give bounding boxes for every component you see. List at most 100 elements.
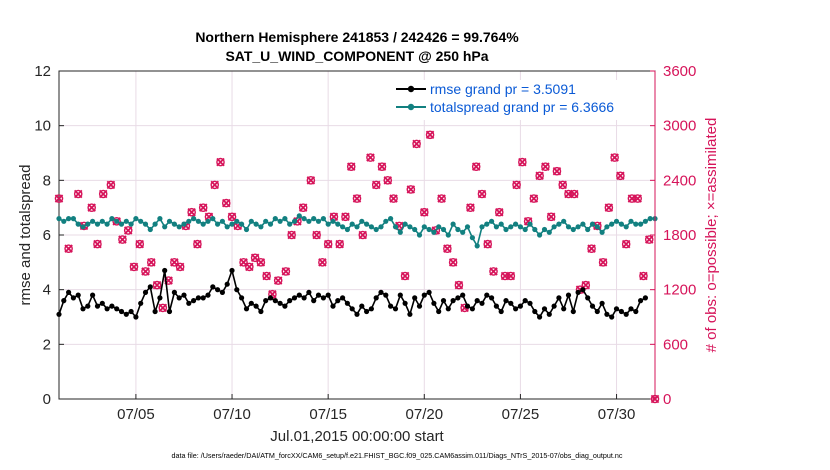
rmse-point	[455, 295, 461, 301]
obs-possible-marker	[106, 180, 116, 190]
obs-assimilated-marker	[406, 185, 416, 194]
rmse-point	[301, 295, 307, 301]
obs-possible-marker	[406, 185, 416, 194]
obs-assimilated-marker	[64, 244, 73, 253]
totalspread-point	[642, 218, 649, 224]
totalspread-point	[546, 229, 552, 235]
totalspread-point	[306, 218, 312, 224]
totalspread-point	[575, 224, 581, 230]
rmse-point	[407, 311, 413, 317]
obs-assimilated-marker	[412, 139, 421, 149]
x-axis-label: Jul.01,2015 00:00:00 start	[270, 428, 444, 445]
totalspread-point	[532, 226, 538, 233]
obs-assimilated-marker	[448, 258, 458, 267]
rmse-point	[229, 267, 235, 274]
obs-assimilated-marker	[135, 239, 144, 249]
obs-assimilated-marker	[621, 239, 631, 249]
obs-possible-marker	[129, 262, 139, 272]
totalspread-point	[440, 226, 447, 233]
totalspread-point	[70, 216, 76, 222]
obs-possible-marker	[273, 276, 283, 285]
rmse-point	[561, 306, 567, 312]
totalspread-point	[541, 226, 548, 233]
totalspread-point	[604, 224, 610, 230]
rmse-point	[464, 303, 471, 309]
totalspread-point	[561, 218, 567, 224]
obs-possible-marker	[198, 203, 208, 212]
obs-possible-marker	[639, 271, 648, 281]
obs-possible-marker	[335, 239, 344, 249]
rmse-point	[609, 314, 615, 320]
obs-possible-marker	[535, 171, 544, 181]
obs-assimilated-marker	[346, 162, 356, 171]
totalspread-point	[258, 224, 264, 230]
totalspread-point	[80, 224, 86, 230]
obs-possible-marker	[389, 194, 398, 203]
obs-assimilated-marker	[152, 280, 162, 290]
y-left-tick-label: 12	[34, 63, 51, 80]
rmse-point	[118, 308, 125, 315]
rmse-point	[296, 292, 302, 298]
rmse-point	[114, 306, 120, 312]
totalspread-point	[416, 232, 423, 238]
legend: rmse grand pr = 3.5091 totalspread grand…	[388, 80, 644, 120]
obs-assimilated-marker	[358, 230, 368, 240]
totalspread-point	[311, 216, 317, 222]
obs-possible-marker	[193, 239, 202, 249]
rmse-point	[527, 300, 533, 306]
rmse-point	[503, 298, 509, 304]
rmse-point	[219, 289, 225, 295]
totalspread-point	[99, 218, 105, 224]
obs-possible-marker	[598, 258, 608, 267]
rmse-point	[392, 306, 399, 312]
rmse-point	[90, 292, 96, 298]
totalspread-point	[349, 221, 355, 227]
obs-possible-marker	[581, 280, 591, 290]
obs-possible-marker	[644, 235, 654, 244]
rmse-point	[416, 303, 423, 309]
totalspread-point	[162, 224, 168, 230]
obs-assimilated-marker	[604, 203, 614, 212]
obs-possible-marker	[64, 244, 73, 253]
totalspread-point	[594, 224, 600, 230]
rmse-point	[186, 300, 192, 306]
obs-possible-marker	[425, 130, 435, 140]
totalspread-point	[580, 221, 586, 227]
obs-assimilated-marker	[610, 153, 619, 162]
rmse-point	[402, 300, 408, 306]
rmse-point	[138, 300, 144, 306]
obs-assimilated-marker	[420, 207, 429, 217]
rmse-point	[205, 292, 211, 298]
obs-possible-marker	[552, 166, 562, 176]
legend-box	[388, 80, 644, 120]
obs-possible-marker	[98, 189, 108, 199]
obs-assimilated-marker	[227, 212, 237, 222]
obs-assimilated-marker	[400, 271, 410, 281]
obs-possible-marker	[281, 267, 291, 276]
rmse-point	[378, 289, 384, 295]
rmse-point	[195, 295, 201, 301]
totalspread-point	[248, 218, 254, 224]
rmse-point	[152, 308, 158, 315]
chart-title-line1: Northern Hemisphere 241853 / 242426 = 99…	[195, 29, 519, 45]
obs-assimilated-marker	[273, 276, 283, 285]
rmse-point	[623, 311, 629, 317]
obs-assimilated-marker	[546, 212, 556, 222]
x-tick-label: 07/30	[598, 406, 636, 423]
obs-assimilated-marker	[366, 153, 375, 162]
totalspread-point	[340, 224, 346, 230]
obs-possible-marker	[529, 194, 539, 203]
rmse-point	[618, 308, 625, 315]
totalspread-point	[335, 221, 341, 227]
obs-assimilated-marker	[198, 203, 208, 212]
rmse-point	[123, 311, 129, 317]
totalspread-point	[551, 224, 557, 230]
rmse-point	[171, 289, 177, 295]
rmse-point	[546, 311, 552, 317]
obs-assimilated-marker	[587, 244, 596, 253]
obs-possible-marker	[569, 189, 579, 199]
totalspread-point	[618, 221, 625, 227]
totalspread-point	[373, 226, 379, 233]
rmse-point	[613, 306, 620, 312]
rmse-point	[585, 295, 591, 301]
